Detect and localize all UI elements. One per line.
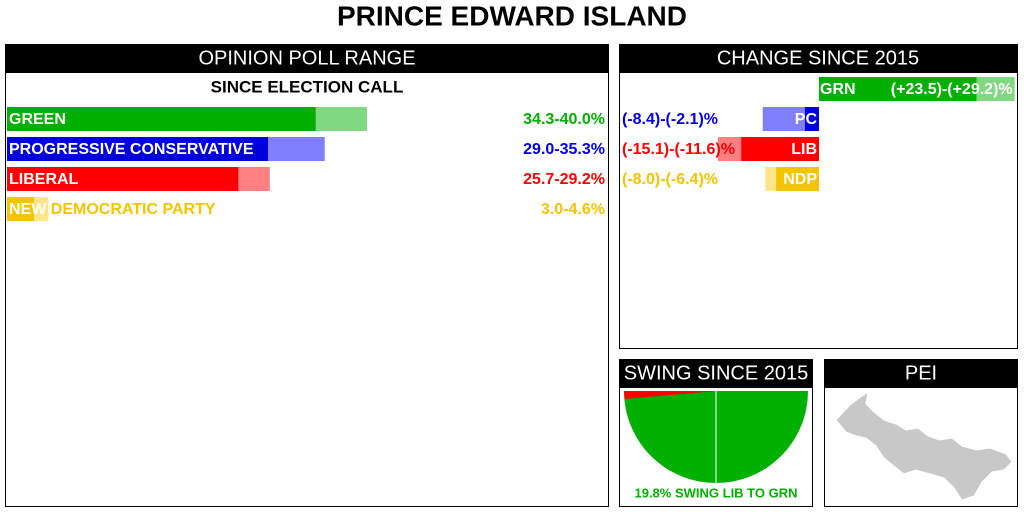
range-low-bar xyxy=(7,137,268,161)
range-label: 3.0-4.6% xyxy=(541,201,605,218)
range-label: 34.3-40.0% xyxy=(523,111,605,128)
range-low-bar xyxy=(7,107,316,131)
swing-label: 19.8% SWING LIB TO GRN xyxy=(634,485,797,500)
panel-header xyxy=(5,44,609,73)
panel-title: PEI xyxy=(905,362,937,384)
change-low-bar xyxy=(741,137,819,161)
change-low-bar xyxy=(819,77,977,101)
swing-wedge xyxy=(624,391,716,399)
panel-title: SWING SINCE 2015 xyxy=(624,362,809,384)
party-name: PROGRESSIVE CONSERVATIVE xyxy=(9,141,254,158)
swing-panel: SWING SINCE 2015 19.8% SWING LIB TO GRN xyxy=(619,359,813,507)
change-label: (-15.1)-(-11.6)% xyxy=(622,141,735,158)
party-abbrev: LIB xyxy=(791,141,817,158)
party-name: NEW DEMOCRATIC PARTY xyxy=(9,201,216,218)
panel-subtitle: SINCE ELECTION CALL xyxy=(211,77,404,96)
range-low-bar xyxy=(7,197,34,221)
page-title: PRINCE EDWARD ISLAND xyxy=(337,0,687,31)
party-name: LIBERAL xyxy=(9,171,79,188)
range-low-bar xyxy=(7,167,239,191)
change-low-bar xyxy=(804,107,819,131)
change-label: (-8.0)-(-6.4)% xyxy=(622,171,718,188)
party-name: GREEN xyxy=(9,111,66,128)
map-panel: PEI xyxy=(824,359,1018,507)
party-abbrev: GRN xyxy=(820,81,856,98)
change-low-bar xyxy=(776,167,819,191)
panel-title: OPINION POLL RANGE xyxy=(198,47,415,69)
panel-title: CHANGE SINCE 2015 xyxy=(717,47,919,69)
panel-header xyxy=(824,359,1018,388)
change-label: (-8.4)-(-2.1)% xyxy=(622,111,718,128)
change-label: (+23.5)-(+29.2)% xyxy=(891,81,1013,98)
panel-header xyxy=(619,44,1018,73)
range-label: 29.0-35.3% xyxy=(523,141,605,158)
party-abbrev: PC xyxy=(795,111,818,128)
party-abbrev: NDP xyxy=(783,171,817,188)
pei-map xyxy=(835,390,1013,501)
panel-header xyxy=(619,359,813,388)
range-label: 25.7-29.2% xyxy=(523,171,605,188)
party-name: NEW DEMOCRATIC PARTY xyxy=(9,201,216,218)
